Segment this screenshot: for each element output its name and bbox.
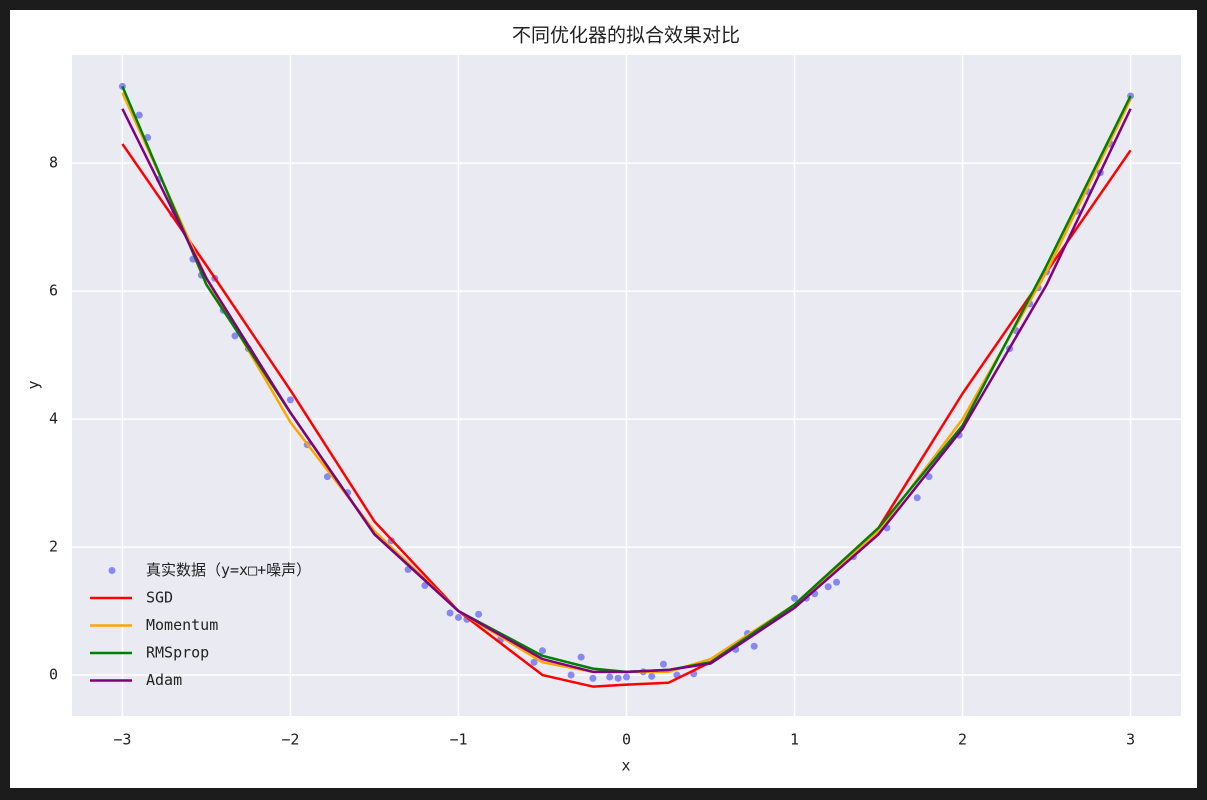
x-tick-label: −3: [113, 731, 131, 749]
legend-label: 真实数据（y=x□+噪声）: [146, 561, 311, 579]
scatter-point: [606, 673, 614, 681]
x-axis-label: x: [621, 757, 630, 775]
scatter-point: [750, 642, 758, 650]
scatter-point: [286, 396, 294, 404]
scatter-point: [659, 660, 667, 668]
y-tick-label: 8: [49, 154, 58, 172]
y-tick-label: 2: [49, 538, 58, 556]
x-tick-label: 1: [790, 731, 799, 749]
y-tick-label: 0: [49, 666, 58, 684]
y-tick-label: 6: [49, 282, 58, 300]
scatter-point: [475, 610, 483, 618]
scatter-point: [421, 581, 429, 589]
scatter-point: [538, 647, 546, 655]
legend-label: Momentum: [146, 616, 218, 634]
y-tick-label: 4: [49, 410, 58, 428]
legend-label: SGD: [146, 589, 173, 607]
scatter-point: [623, 673, 630, 681]
scatter-point: [833, 578, 841, 586]
scatter-point: [530, 658, 538, 666]
scatter-point: [648, 672, 656, 680]
scatter-point: [589, 674, 597, 682]
scatter-point: [454, 613, 462, 621]
x-tick-label: 3: [1126, 731, 1135, 749]
scatter-point: [567, 671, 575, 679]
legend-marker: [108, 567, 116, 574]
legend-label: Adam: [146, 671, 182, 689]
scatter-point: [577, 653, 585, 661]
series-line: [121, 108, 1132, 674]
scatter-point: [446, 609, 454, 617]
chart-title: 不同优化器的拟合效果对比: [512, 25, 740, 47]
scatter-point: [913, 494, 921, 502]
scatter-point: [791, 594, 799, 602]
x-tick-label: −1: [449, 731, 467, 749]
legend-label: RMSprop: [146, 644, 209, 662]
scatter-point: [323, 473, 331, 481]
x-tick-label: 2: [958, 731, 967, 749]
scatter-point: [231, 332, 239, 340]
x-tick-label: −2: [281, 731, 299, 749]
series-line: [121, 143, 1132, 688]
scatter-point: [135, 111, 143, 119]
y-axis-label: y: [25, 380, 43, 389]
scatter-point: [614, 674, 622, 682]
x-tick-label: 0: [622, 731, 631, 749]
scatter-point: [824, 583, 832, 591]
